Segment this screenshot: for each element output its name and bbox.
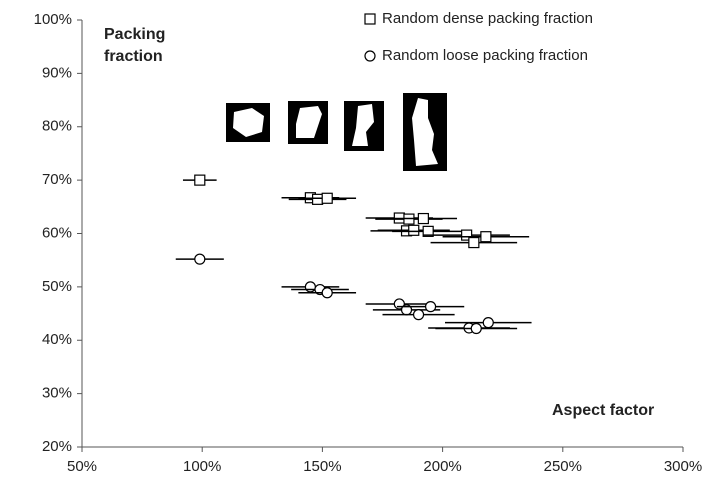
- point: [461, 229, 473, 241]
- y-tick-label: 80%: [42, 118, 72, 135]
- y-axis-label: Packing fraction: [104, 26, 166, 65]
- point: [408, 224, 420, 236]
- y-tick-label: 90%: [42, 64, 72, 81]
- point: [422, 225, 434, 237]
- point: [480, 231, 492, 243]
- point: [304, 281, 316, 293]
- y-tick-label: 60%: [42, 224, 72, 241]
- x-tick-label: 200%: [423, 458, 461, 475]
- point: [321, 192, 333, 204]
- point: [364, 13, 376, 25]
- x-tick-label: 250%: [544, 458, 582, 475]
- point: [412, 309, 425, 321]
- y-tick-label: 70%: [42, 171, 72, 188]
- x-tick-label: 50%: [67, 458, 97, 475]
- y-tick-label: 40%: [42, 331, 72, 348]
- y-tick-label: 20%: [42, 438, 72, 455]
- point: [468, 236, 480, 249]
- legend-label: Random loose packing fraction: [382, 47, 588, 64]
- legend-label: Random dense packing fraction: [382, 10, 593, 27]
- particle-images: [226, 93, 447, 171]
- point: [482, 317, 494, 329]
- x-axis-label: Aspect factor: [552, 402, 655, 419]
- x-tick-label: 100%: [183, 458, 221, 475]
- y-tick-label: 50%: [42, 278, 72, 295]
- x-tick-label: 300%: [664, 458, 702, 475]
- point: [194, 174, 206, 186]
- y-tick-label: 30%: [42, 385, 72, 402]
- x-tick-label: 150%: [303, 458, 341, 475]
- point: [311, 193, 324, 205]
- point: [364, 50, 376, 62]
- point: [424, 301, 437, 313]
- y-tick-label: 100%: [34, 11, 72, 28]
- point: [470, 322, 482, 335]
- point: [417, 212, 429, 225]
- point: [321, 287, 333, 299]
- point: [194, 253, 206, 265]
